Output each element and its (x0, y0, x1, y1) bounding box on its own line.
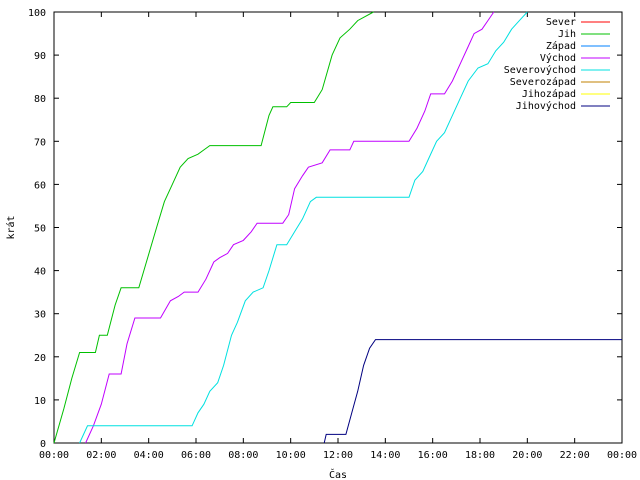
series-line-Jih (53, 11, 374, 444)
x-axis-label: Čas (329, 468, 347, 480)
legend-label: Jihovýchod (516, 100, 576, 112)
y-tick-label: 90 (34, 51, 46, 62)
x-tick-label: 00:00 (607, 450, 637, 461)
x-tick-label: 02:00 (86, 450, 116, 461)
legend-label: Západ (546, 40, 576, 52)
x-tick-label: 04:00 (134, 450, 164, 461)
series-line-Severovýchod (79, 11, 528, 444)
series-line-Jihovýchod (323, 339, 622, 444)
legend-label: Severovýchod (504, 64, 576, 76)
x-tick-label: 10:00 (276, 450, 306, 461)
y-tick-label: 100 (28, 8, 46, 19)
legend-label: Sever (546, 17, 576, 28)
legend: SeverJihZápadVýchodSeverovýchodSeverozáp… (504, 17, 610, 112)
legend-label: Severozápad (510, 76, 576, 88)
x-tick-label: 20:00 (512, 450, 542, 461)
y-tick-label: 50 (34, 224, 46, 235)
series-lines (53, 11, 622, 444)
y-tick-label: 10 (34, 396, 46, 407)
y-tick-label: 40 (34, 267, 46, 278)
x-tick-label: 22:00 (560, 450, 590, 461)
y-tick-label: 20 (34, 353, 46, 364)
x-tick-label: 16:00 (418, 450, 448, 461)
series-line-Východ (85, 11, 495, 444)
x-tick-label: 08:00 (228, 450, 258, 461)
x-tick-label: 12:00 (323, 450, 353, 461)
y-axis-label: krát (5, 215, 17, 239)
x-tick-label: 00:00 (39, 450, 69, 461)
x-tick-label: 14:00 (370, 450, 400, 461)
y-tick-label: 30 (34, 310, 46, 321)
legend-label: Jih (558, 29, 576, 40)
y-tick-label: 70 (34, 137, 46, 148)
y-tick-label: 80 (34, 94, 46, 105)
y-tick-label: 0 (40, 439, 46, 450)
legend-label: Jihozápad (522, 88, 576, 100)
y-tick-label: 60 (34, 180, 46, 191)
x-tick-label: 06:00 (181, 450, 211, 461)
legend-label: Východ (540, 52, 576, 64)
x-tick-label: 18:00 (465, 450, 495, 461)
axis-ticks: 00:00 02:00 04:00 06:00 08:00 10:00 12:00 14:00… (28, 8, 637, 461)
